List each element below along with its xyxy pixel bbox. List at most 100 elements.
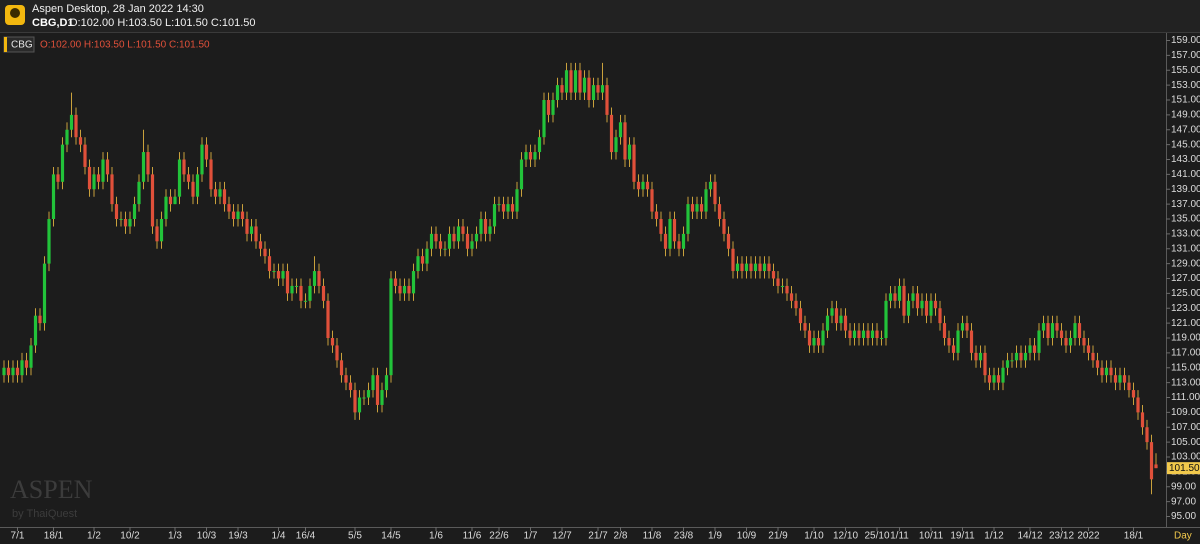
candle-body [627,144,632,160]
candle-body [1028,345,1032,353]
candle-body [834,308,839,324]
candle-body [83,144,87,167]
y-tick-label: 123.00 [1171,303,1200,314]
candle-body [281,271,285,279]
candle-body [564,70,569,93]
candle-body [173,196,177,205]
candle-body [231,211,236,219]
x-tick-label: 23/8 [674,531,694,542]
candle-body [1073,323,1077,338]
candle-body [1091,352,1095,361]
y-tick-label: 139.00 [1171,184,1200,195]
x-tick-label: 19/3 [228,531,248,542]
candle-body [47,219,51,264]
candle-body [726,233,731,249]
candle-body [1005,360,1010,368]
x-tick-label: 7/1 [11,531,25,542]
candle-body [146,152,150,175]
candle-body [78,137,83,145]
candle-body [789,293,794,301]
candle-body [452,233,456,242]
candle-body [434,233,438,242]
candle-body [1041,323,1046,331]
y-tick-label: 117.00 [1171,348,1200,359]
candle-body [438,241,443,249]
candle-body [893,293,897,301]
candle-body [1037,330,1041,353]
candle-body [744,263,749,272]
y-tick-label: 97.00 [1171,496,1196,507]
candle-body [654,211,659,219]
candle-body [1149,442,1154,480]
candle-body [713,181,717,205]
candle-body [938,308,942,324]
x-tick-label: 14/12 [1017,531,1042,542]
candle-body [1109,367,1113,376]
candle-body [668,219,672,249]
y-tick-label: 155.00 [1171,65,1200,76]
candle-body [605,85,609,115]
x-tick-label: 11/6 [463,531,482,542]
candle-body [542,100,546,138]
x-tick-label: 1/11 [890,531,909,542]
candle-body [978,352,983,361]
candle-body [537,137,542,153]
app-icon-mark [10,8,20,18]
candle-body [402,285,407,294]
x-tick-label: 18/1 [1124,531,1144,542]
candle-body [141,152,146,182]
candle-body [659,219,663,234]
candle-body [866,330,870,338]
candle-body [65,129,69,145]
candle-body [794,300,798,309]
candle-body [411,271,416,294]
candle-body [461,226,465,234]
candle-body [123,219,128,227]
candle-body [591,85,596,100]
y-tick-label: 121.00 [1171,318,1200,329]
candle-body [672,219,677,242]
candle-body [87,166,92,190]
x-tick-label: 21/7 [588,531,608,542]
candle-body [110,174,114,205]
candle-body [501,204,506,212]
candle-body [137,181,141,205]
candle-body [942,323,947,338]
candle-body [708,181,713,190]
candle-body [884,300,888,338]
x-tick-label: 22/6 [489,531,509,542]
candle-body [960,323,965,331]
candle-body [479,219,483,234]
candle-body [96,174,101,182]
y-tick-label: 95.00 [1171,511,1196,522]
candle-body [1014,352,1019,361]
candle-body [371,375,375,391]
candle-body [857,330,861,338]
candle-body [1032,345,1037,353]
candle-body [731,248,735,272]
y-tick-label: 151.00 [1171,95,1200,106]
y-tick-label: 111.00 [1171,392,1200,403]
candle-body [69,114,74,130]
candle-body [209,159,213,190]
candle-body [1140,412,1145,428]
candle-body [578,70,582,93]
candle-body [555,85,560,100]
y-tick-label: 107.00 [1171,422,1200,433]
y-tick-label: 115.00 [1171,362,1200,373]
candle-body [861,330,866,338]
candle-body [92,174,96,190]
candle-body [987,375,992,383]
candle-body [1059,330,1064,338]
candle-body [384,375,389,391]
candle-body [38,315,42,324]
candle-body [74,114,78,138]
candle-body [294,285,299,287]
candle-body [317,271,321,286]
candle-body [24,360,29,368]
current-price-label: 101.50 [1169,463,1200,474]
candle-body [618,122,623,138]
candle-body [924,300,929,316]
